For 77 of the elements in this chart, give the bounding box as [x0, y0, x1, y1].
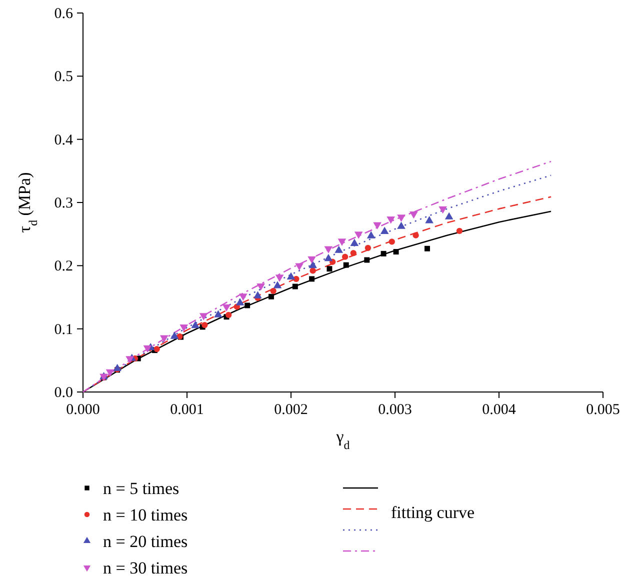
point: [424, 246, 430, 252]
point: [324, 246, 333, 254]
point: [270, 288, 276, 294]
point: [275, 274, 284, 282]
point: [170, 332, 179, 339]
point: [160, 335, 168, 342]
point: [268, 294, 274, 300]
point: [412, 232, 419, 238]
legend-label: n = 5 times: [103, 479, 180, 498]
point: [308, 256, 316, 264]
legend-label: n = 30 times: [103, 558, 188, 578]
point: [354, 232, 363, 239]
x-tick-label: 0.005: [586, 402, 620, 418]
point: [444, 212, 454, 220]
point: [292, 284, 298, 290]
point: [343, 262, 349, 268]
point: [380, 250, 386, 256]
point: [326, 266, 332, 272]
y-tick-label: 0.5: [54, 69, 73, 86]
point: [388, 238, 395, 245]
point: [113, 364, 122, 372]
point: [386, 216, 395, 224]
point: [410, 211, 418, 219]
point: [380, 226, 389, 234]
x-tick-label: 0.002: [274, 402, 308, 418]
point: [239, 294, 248, 301]
point: [425, 216, 434, 224]
y-tick-label: 0.0: [54, 385, 73, 401]
point: [324, 254, 333, 262]
point: [154, 346, 160, 352]
point: [199, 313, 208, 320]
x-axis-title: γ$_{d}$: [335, 427, 350, 452]
point: [366, 231, 376, 238]
y-tick-label: 0.1: [54, 322, 73, 338]
point: [295, 263, 304, 270]
point: [214, 310, 222, 318]
point: [350, 238, 359, 246]
point: [236, 298, 244, 306]
point: [143, 345, 152, 353]
point: [180, 324, 188, 332]
point: [222, 304, 231, 312]
x-tick-label: 0.000: [66, 402, 100, 418]
point: [308, 260, 317, 268]
point: [342, 254, 348, 260]
point: [350, 250, 356, 256]
point: [397, 222, 406, 229]
point: [226, 312, 232, 318]
point: [338, 238, 346, 246]
y-tick-label: 0.6: [54, 6, 74, 22]
point: [309, 276, 315, 282]
point: [286, 272, 296, 280]
point: [393, 249, 399, 255]
point: [397, 214, 406, 222]
point: [126, 356, 134, 364]
point: [364, 244, 372, 252]
point: [254, 291, 262, 298]
x-tick-label: 0.001: [170, 402, 204, 418]
point: [334, 246, 343, 253]
point: [438, 206, 447, 214]
point: [106, 369, 114, 377]
point: [202, 322, 208, 328]
x-tick-label: 0.004: [482, 402, 516, 418]
point: [256, 283, 265, 291]
y-tick-label: 0.3: [54, 196, 73, 212]
point: [364, 257, 370, 263]
legend-label: n = 10 times: [103, 506, 188, 524]
legend-label: n = 20 times: [103, 532, 188, 551]
y-tick-label: 0.4: [54, 132, 74, 148]
text: fitting curve: [391, 503, 475, 522]
x-tick-label: 0.003: [378, 402, 412, 418]
point: [244, 302, 250, 308]
y-tick-label: 0.2: [54, 258, 73, 275]
point: [191, 320, 200, 328]
point: [310, 268, 316, 274]
point: [456, 228, 463, 234]
point: [373, 222, 382, 230]
point: [273, 281, 282, 288]
